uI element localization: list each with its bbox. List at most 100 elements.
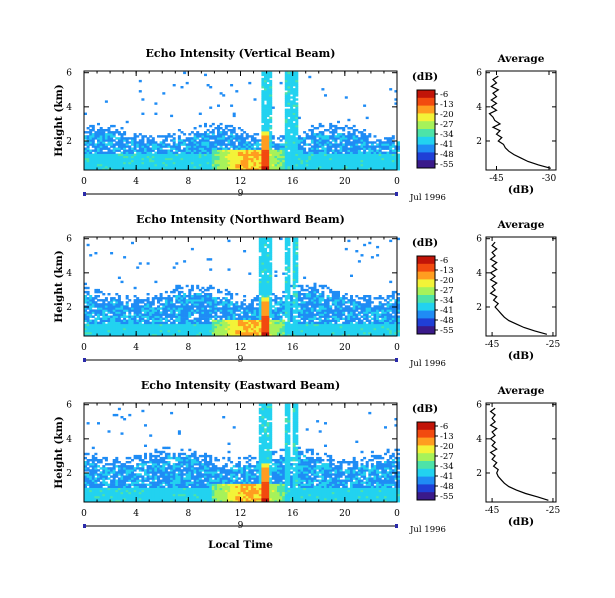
heatmap-cell: [355, 157, 359, 161]
heatmap-cell: [232, 307, 236, 310]
heatmap-cell: [261, 104, 265, 107]
heatmap-cell: [151, 331, 155, 335]
heatmap-cell: [297, 139, 301, 142]
heatmap-cell: [269, 245, 273, 249]
heatmap-cell: [217, 303, 220, 306]
heatmap-cell: [167, 165, 171, 169]
heatmap-cell: [303, 143, 307, 146]
heatmap-cell: [89, 319, 93, 322]
heatmap-cell: [188, 151, 192, 154]
heatmap-cell: [177, 315, 181, 318]
heatmap-cell: [206, 143, 210, 146]
heatmap-cell: [324, 157, 327, 161]
heatmap-cell: [370, 168, 374, 171]
heatmap-cell: [324, 135, 327, 138]
heatmap-cell: [373, 321, 377, 325]
heatmap-cell: [363, 303, 367, 306]
heatmap-cell: [316, 139, 320, 142]
heatmap-cell: [287, 94, 291, 97]
heatmap-cell: [352, 299, 356, 302]
heatmap-cell: [329, 135, 333, 138]
heatmap-cell: [287, 155, 291, 159]
heatmap-cell: [321, 161, 325, 165]
heatmap-cell: [295, 71, 299, 75]
heatmap-cell: [172, 133, 176, 136]
heatmap-cell: [334, 159, 338, 163]
heatmap-cell: [318, 301, 322, 304]
heatmap-cell: [115, 147, 119, 150]
heatmap-cell: [201, 149, 205, 152]
heatmap-cell: [253, 297, 257, 300]
heatmap-cell: [131, 155, 134, 159]
heatmap-cell: [209, 305, 213, 308]
heatmap-cell: [256, 168, 260, 171]
heatmap-cell: [144, 143, 147, 146]
heatmap-cell: [324, 307, 327, 310]
heatmap-cell: [274, 309, 278, 312]
heatmap-cell: [157, 319, 160, 322]
heatmap-cell: [227, 323, 231, 327]
heatmap-cell: [201, 159, 205, 163]
heatmap-cell: [120, 305, 124, 308]
heatmap-cell: [261, 151, 265, 154]
heatmap-cell: [381, 168, 385, 171]
heatmap-cell: [284, 272, 288, 275]
heatmap-cell: [237, 143, 241, 146]
heatmap-cell: [326, 155, 330, 159]
heatmap-cell: [201, 286, 205, 290]
heatmap-cell: [365, 155, 369, 159]
heatmap-cell: [172, 84, 176, 87]
heatmap-cell: [334, 145, 338, 148]
heatmap-cell: [303, 321, 307, 325]
heatmap-cell: [214, 151, 218, 154]
heatmap-cell: [303, 293, 307, 296]
heatmap-cell: [243, 315, 247, 318]
heatmap-cell: [303, 334, 307, 337]
heatmap-cell: [94, 311, 98, 314]
heatmap-cell: [102, 165, 106, 169]
heatmap-cell: [235, 133, 239, 136]
heatmap-cell: [245, 331, 249, 335]
heatmap-cell: [198, 147, 202, 150]
heatmap-cell: [115, 159, 119, 163]
x-tick-label: 12: [235, 343, 246, 353]
heatmap-cell: [287, 303, 291, 306]
heatmap-cell: [193, 331, 197, 335]
heatmap-cell: [264, 323, 267, 327]
heatmap-cell: [331, 139, 335, 142]
heatmap-cell: [86, 297, 90, 300]
heatmap-cell: [344, 135, 348, 138]
heatmap-cell: [131, 325, 134, 329]
heatmap-cell: [177, 135, 181, 138]
heatmap-cell: [397, 317, 400, 320]
heatmap-cell: [94, 131, 98, 134]
heatmap-cell: [131, 153, 134, 156]
heatmap-cell: [310, 165, 314, 169]
heatmap-cell: [331, 151, 335, 154]
heatmap-cell: [89, 311, 93, 314]
heatmap-cell: [196, 147, 200, 150]
heatmap-cell: [277, 323, 280, 327]
heatmap-cell: [266, 256, 270, 259]
heatmap-cell: [266, 334, 270, 337]
heatmap-cell: [326, 163, 330, 167]
heatmap-cell: [232, 305, 236, 308]
heatmap-cell: [266, 96, 270, 99]
heatmap-cell: [167, 168, 171, 171]
heatmap-cell: [266, 88, 270, 91]
heatmap-cell: [360, 329, 364, 333]
heatmap-cell: [297, 141, 301, 144]
heatmap-cell: [292, 81, 296, 85]
heatmap-cell: [120, 323, 124, 327]
heatmap-cell: [308, 309, 312, 312]
heatmap-cell: [201, 299, 205, 302]
heatmap-cell: [91, 137, 95, 140]
heatmap-cell: [91, 153, 95, 156]
heatmap-cell: [185, 334, 189, 337]
heatmap-cell: [237, 137, 241, 140]
profile-title: Average: [497, 53, 545, 65]
heatmap-cell: [230, 149, 234, 152]
heatmap-cell: [146, 165, 150, 169]
heatmap-cell: [136, 311, 140, 314]
heatmap-cell: [334, 157, 338, 161]
